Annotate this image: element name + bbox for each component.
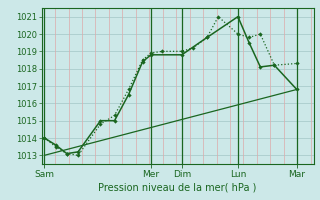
- X-axis label: Pression niveau de la mer( hPa ): Pression niveau de la mer( hPa ): [99, 183, 257, 193]
